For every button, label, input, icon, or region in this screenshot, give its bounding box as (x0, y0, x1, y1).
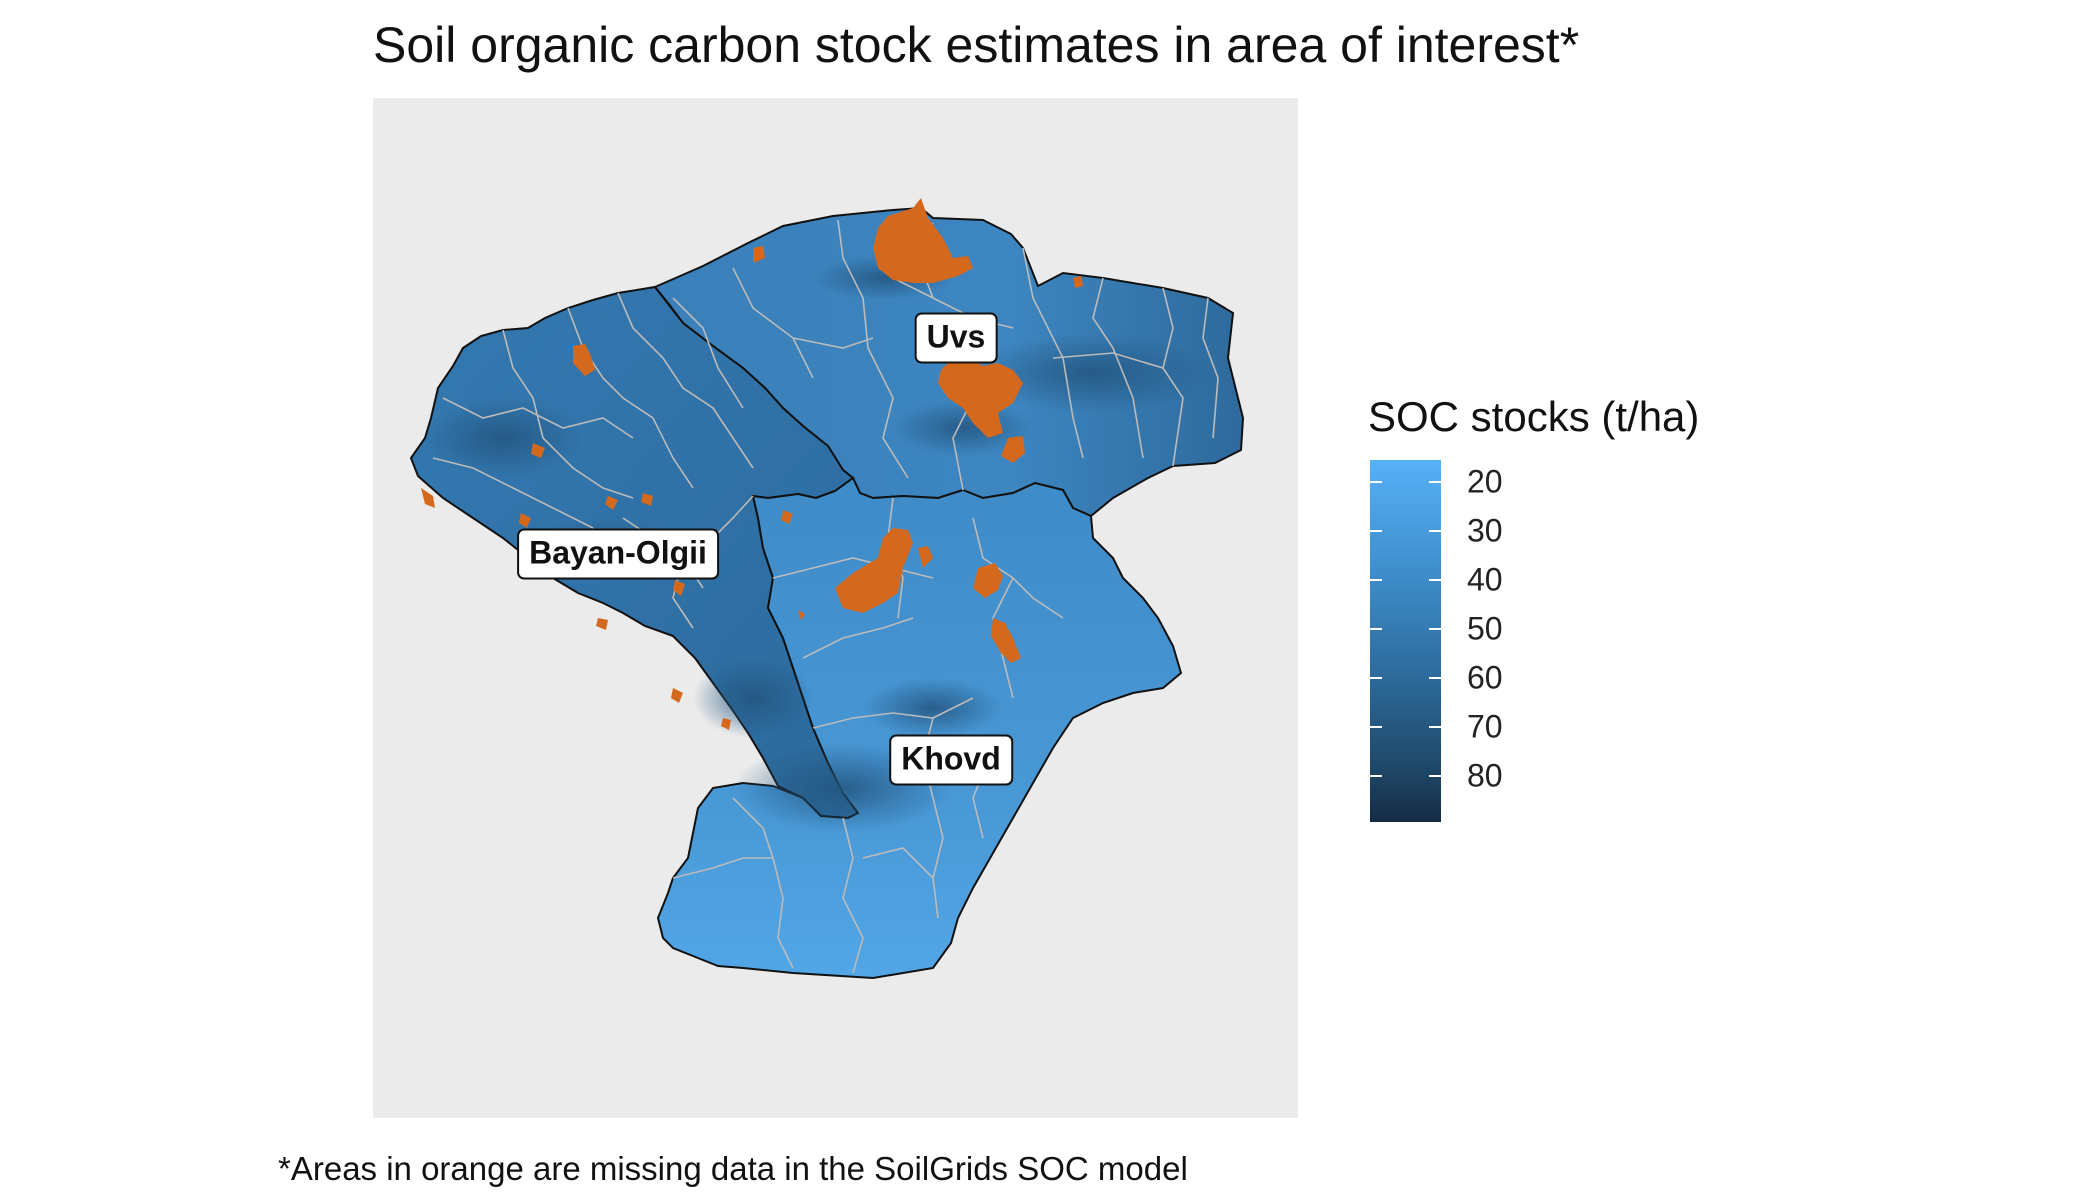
region-label-khovd: Khovd (889, 734, 1013, 786)
legend-tick-left (1370, 481, 1382, 483)
dark-soil-patch (423, 398, 583, 478)
legend-tick-right (1429, 628, 1441, 630)
legend-tick-right (1429, 481, 1441, 483)
legend-tick-label: 50 (1467, 610, 1503, 647)
legend-tick-right (1429, 775, 1441, 777)
legend-tick-left (1370, 530, 1382, 532)
legend-title: SOC stocks (t/ha) (1368, 393, 1700, 440)
legend-tick-left (1370, 726, 1382, 728)
legend-tick-right (1429, 579, 1441, 581)
legend-tick-right (1429, 726, 1441, 728)
legend-tick-right (1429, 530, 1441, 532)
legend-tick-left (1370, 579, 1382, 581)
legend-tick-label: 40 (1467, 561, 1503, 598)
legend-tick-label: 80 (1467, 757, 1503, 794)
dark-soil-patch (973, 333, 1213, 413)
legend-tick-label: 60 (1467, 659, 1503, 696)
region-label-uvs: Uvs (914, 312, 998, 364)
legend-tick-left (1370, 677, 1382, 679)
legend-tick-right (1429, 677, 1441, 679)
footnote: *Areas in orange are missing data in the… (278, 1150, 1188, 1187)
dark-soil-patch (693, 658, 813, 738)
map-panel: Uvs Bayan-Olgii Khovd (373, 98, 1298, 1118)
missing-data-areas (421, 198, 1083, 756)
map-title: Soil organic carbon stock estimates in a… (373, 17, 1580, 73)
legend-tick-label: 30 (1467, 512, 1503, 549)
legend-tick-label: 20 (1467, 463, 1503, 500)
legend-color-bar (1370, 460, 1441, 822)
region-label-bayan-olgii: Bayan-Olgii (517, 528, 719, 580)
legend-tick-label: 70 (1467, 708, 1503, 745)
legend-tick-left (1370, 628, 1382, 630)
legend-tick-left (1370, 775, 1382, 777)
dark-soil-patch (863, 678, 1003, 738)
map-canvas (409, 198, 1245, 980)
